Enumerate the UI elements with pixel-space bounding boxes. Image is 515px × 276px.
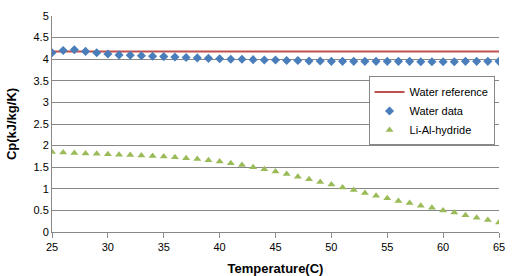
svg-text:30: 30 (102, 241, 114, 253)
svg-text:40: 40 (214, 241, 226, 253)
svg-text:65: 65 (493, 241, 505, 253)
svg-text:2: 2 (43, 139, 49, 151)
svg-text:0: 0 (43, 226, 49, 238)
svg-text:2.5: 2.5 (34, 118, 49, 130)
svg-text:35: 35 (158, 241, 170, 253)
svg-text:55: 55 (381, 241, 393, 253)
svg-text:Water data: Water data (410, 105, 464, 117)
svg-text:4: 4 (43, 53, 49, 65)
svg-text:0.5: 0.5 (34, 204, 49, 216)
svg-text:50: 50 (325, 241, 337, 253)
svg-text:Water reference: Water reference (410, 86, 488, 98)
svg-text:3.5: 3.5 (34, 75, 49, 87)
svg-text:3: 3 (43, 96, 49, 108)
svg-text:5: 5 (43, 10, 49, 22)
svg-text:Temperature(C): Temperature(C) (228, 261, 324, 276)
svg-text:25: 25 (46, 241, 58, 253)
svg-text:1: 1 (43, 183, 49, 195)
svg-text:1.5: 1.5 (34, 161, 49, 173)
svg-text:Li-Al-hydride: Li-Al-hydride (410, 124, 472, 136)
svg-text:60: 60 (437, 241, 449, 253)
svg-text:4.5: 4.5 (34, 31, 49, 43)
svg-text:45: 45 (269, 241, 281, 253)
svg-text:Cp(kJ/kg/K): Cp(kJ/kg/K) (4, 88, 19, 160)
